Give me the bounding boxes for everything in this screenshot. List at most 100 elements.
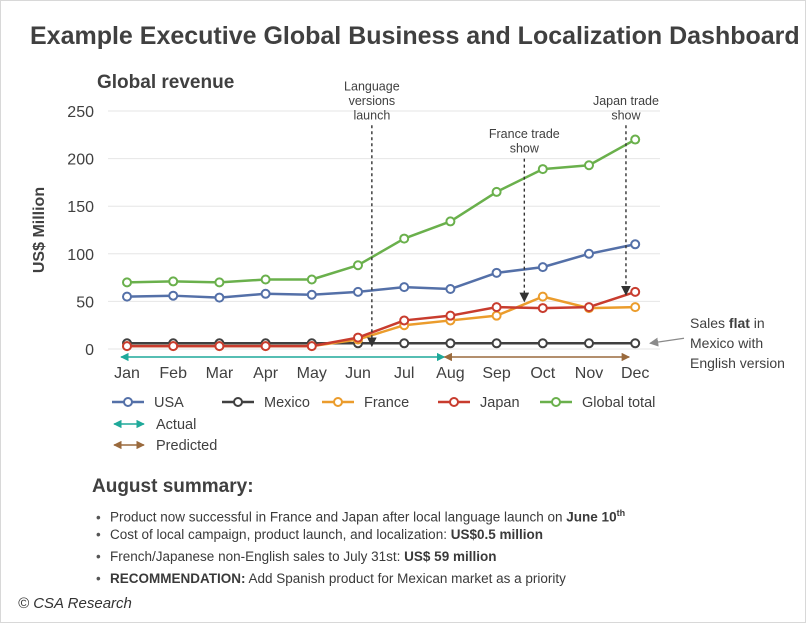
series-point: [399, 315, 410, 326]
series-point: [122, 341, 132, 352]
legend-marker: [449, 397, 459, 407]
x-tick-label: Dec: [621, 365, 649, 382]
x-tick-label: Mar: [206, 365, 234, 382]
series-point: [491, 186, 502, 197]
series-point: [537, 164, 548, 175]
x-tick-label: Jan: [114, 365, 140, 382]
x-tick-label: Nov: [575, 365, 603, 382]
y-tick-label: 150: [67, 199, 94, 216]
series-point: [122, 291, 132, 302]
annotation-label: versions: [349, 94, 396, 108]
series-point: [630, 134, 641, 145]
global-revenue-chart: Global revenue US$ Million 0 50 100 150 200 250…: [31, 72, 785, 454]
series-point: [306, 274, 317, 285]
series-point: [445, 284, 456, 295]
legend-marker: [123, 397, 133, 407]
x-tick-label: Apr: [253, 365, 279, 382]
y-axis-label: US$ Million: [31, 187, 48, 273]
series-line: [127, 295, 636, 348]
series-point: [537, 262, 548, 273]
series-point: [399, 338, 410, 349]
summary-bullet-1: Product now successful in France and Jap…: [96, 502, 625, 525]
series-point: [260, 288, 271, 299]
x-tick-label: Aug: [436, 365, 464, 382]
x-tick-label: May: [297, 365, 327, 382]
legend-label: USA: [154, 395, 184, 411]
y-tick-label: 0: [85, 342, 94, 359]
series-point: [445, 338, 456, 349]
callout-arrow: [649, 337, 685, 347]
series-point: [630, 239, 641, 250]
series-point: [122, 277, 132, 288]
series-point: [168, 290, 179, 301]
annotation-label: show: [510, 142, 540, 156]
series-point: [353, 332, 363, 343]
y-tick-label: 250: [67, 104, 94, 121]
summary-bullets: Product now successful in France and Jap…: [96, 502, 625, 590]
series-point: [584, 160, 594, 171]
series-point: [306, 341, 317, 352]
series-point: [353, 260, 363, 271]
legend-label: Japan: [480, 395, 520, 411]
annotation-label: France trade: [489, 127, 560, 141]
series-point: [445, 310, 456, 321]
legend-marker: [333, 397, 343, 407]
series-point: [630, 338, 641, 349]
series-point: [491, 338, 502, 349]
y-tick-label: 50: [76, 294, 94, 311]
legend-range-label: Predicted: [156, 438, 217, 454]
x-tick-label: Feb: [159, 365, 187, 382]
callout-label: Mexico with: [690, 335, 763, 351]
series-point: [584, 302, 594, 313]
series-point: [491, 302, 502, 313]
series-point: [630, 302, 641, 313]
series-point: [537, 338, 548, 349]
copyright-footer: © CSA Research: [18, 595, 132, 612]
series-point: [260, 341, 271, 352]
series-point: [445, 216, 456, 227]
series-line: [126, 243, 636, 299]
y-tick-label: 100: [67, 247, 94, 264]
summary-title: August summary:: [92, 476, 254, 497]
series-point: [168, 341, 179, 352]
series-point: [306, 289, 317, 300]
series-point: [260, 274, 271, 285]
callout-label: English version: [690, 355, 785, 371]
x-tick-label: Oct: [530, 365, 555, 382]
x-tick-label: Jun: [345, 365, 371, 382]
series-point: [537, 291, 548, 302]
x-tick-label: Sep: [482, 365, 511, 382]
series-point: [399, 233, 410, 244]
legend-range-label: Actual: [156, 417, 196, 433]
annotation-label: Japan trade: [593, 94, 659, 108]
series-point: [584, 248, 594, 259]
y-tick-label: 200: [67, 152, 94, 169]
series-point: [630, 286, 641, 297]
series-point: [214, 292, 225, 303]
series-point: [491, 267, 502, 278]
series-point: [214, 341, 225, 352]
series-point: [168, 276, 179, 287]
summary-bullet-4: RECOMMENDATION: Add Spanish product for …: [96, 568, 625, 590]
series-point: [491, 310, 502, 321]
legend-label: France: [364, 395, 409, 411]
summary-bullet-3: French/Japanese non-English sales to Jul…: [96, 546, 625, 568]
legend-marker: [551, 397, 561, 407]
chart-title: Global revenue: [97, 72, 234, 93]
callout-label: Sales flat in: [690, 315, 765, 331]
series-line: [126, 138, 636, 284]
legend-label: Global total: [582, 395, 655, 411]
legend-label: Mexico: [264, 395, 310, 411]
legend-marker: [233, 397, 243, 407]
summary-bullet-2: Cost of local campaign, product launch, …: [96, 524, 625, 546]
series-point: [399, 282, 410, 293]
series-point: [537, 303, 548, 314]
series-point: [353, 286, 363, 297]
annotation-label: Language: [344, 79, 400, 93]
series-line: [127, 290, 636, 348]
annotation-label: show: [611, 108, 641, 122]
x-tick-label: Jul: [394, 365, 414, 382]
series-point: [584, 338, 594, 349]
annotation-label: launch: [353, 108, 390, 122]
dashboard-title: Example Executive Global Business and Lo…: [30, 22, 800, 50]
